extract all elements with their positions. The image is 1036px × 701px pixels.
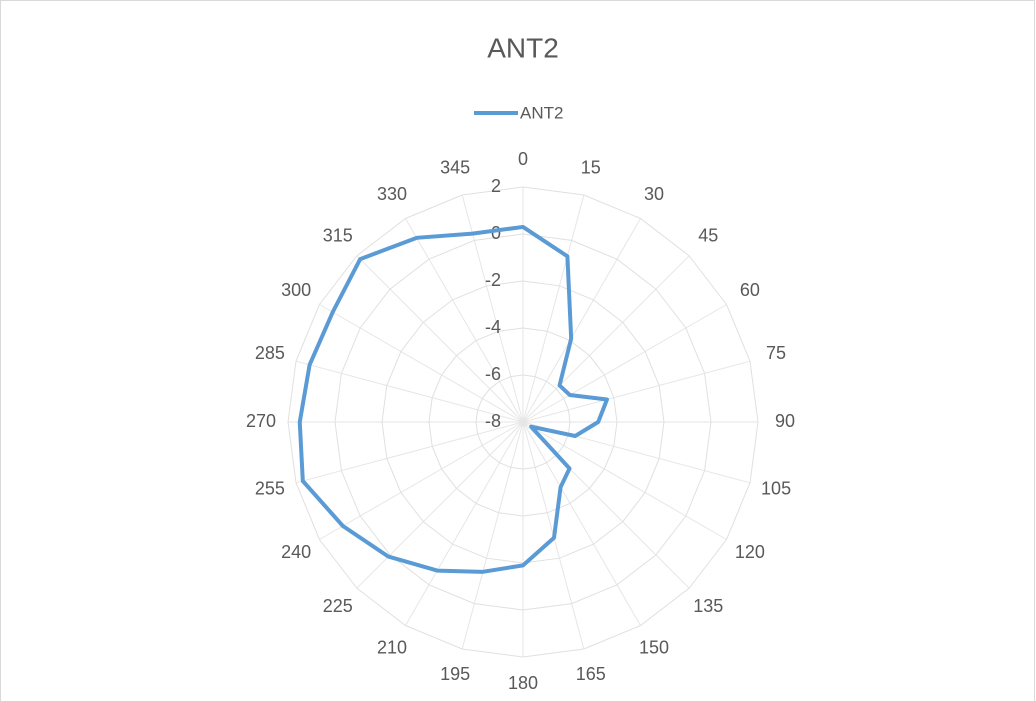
chart-title: ANT2	[487, 32, 559, 63]
category-label: 135	[693, 596, 723, 616]
spoke	[522, 194, 585, 423]
category-label: 30	[644, 184, 664, 204]
category-label: 0	[518, 149, 528, 169]
category-label: 195	[440, 664, 470, 684]
spoke	[461, 421, 524, 650]
category-label: 270	[246, 411, 276, 431]
grid-ring	[287, 186, 759, 658]
legend-label: ANT2	[520, 103, 563, 122]
y-tick-label: -4	[485, 317, 501, 337]
spoke	[522, 255, 690, 423]
spoke	[522, 360, 751, 423]
grid-ring	[475, 374, 571, 470]
category-label: 150	[639, 638, 669, 658]
spoke	[295, 421, 524, 484]
spoke	[356, 255, 524, 423]
spoke	[405, 218, 524, 423]
category-label: 75	[766, 343, 786, 363]
category-label: 105	[761, 479, 791, 499]
y-tick-label: -6	[485, 364, 501, 384]
category-label: 60	[740, 280, 760, 300]
category-label: 210	[377, 638, 407, 658]
category-label: 45	[698, 225, 718, 245]
spoke	[405, 421, 524, 626]
category-label: 300	[281, 280, 311, 300]
spoke	[356, 421, 524, 589]
spoke	[522, 421, 727, 540]
spoke	[522, 218, 641, 423]
category-label: 315	[323, 225, 353, 245]
y-tick-label: -8	[485, 411, 501, 431]
spoke	[522, 421, 641, 626]
category-label: 180	[508, 673, 538, 693]
category-label: 90	[775, 411, 795, 431]
series-line	[297, 224, 609, 574]
category-label: 330	[377, 184, 407, 204]
y-tick-label: 2	[491, 176, 501, 196]
y-tick-label: 0	[491, 223, 501, 243]
category-label: 120	[735, 542, 765, 562]
category-label: 285	[255, 343, 285, 363]
category-label: 165	[576, 664, 606, 684]
category-label: 345	[440, 158, 470, 178]
grid-ring	[334, 233, 712, 611]
spoke	[295, 360, 524, 423]
category-label: 255	[255, 479, 285, 499]
spoke	[319, 421, 524, 540]
grid-ring	[428, 327, 618, 517]
category-label: 225	[323, 596, 353, 616]
spoke	[319, 304, 524, 423]
category-label: 240	[281, 542, 311, 562]
spoke	[522, 304, 727, 423]
category-label: 15	[581, 158, 601, 178]
y-tick-label: -2	[485, 270, 501, 290]
